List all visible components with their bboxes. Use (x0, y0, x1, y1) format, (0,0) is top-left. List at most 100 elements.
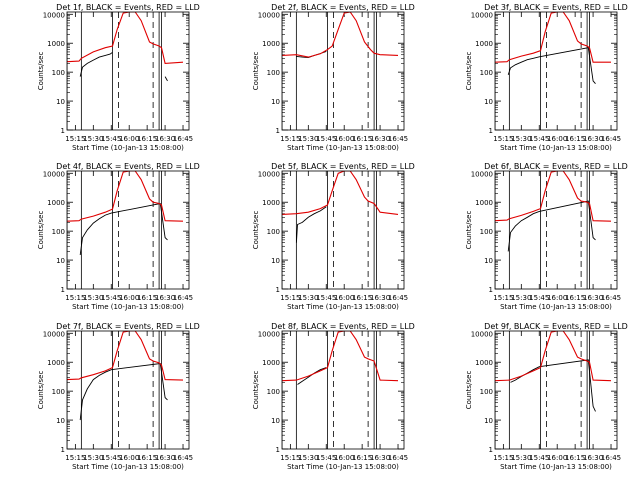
x-tick-label: 15:15 (65, 294, 85, 302)
y-axis-label: Counts/sec (465, 52, 473, 91)
plot-frame (66, 11, 190, 131)
x-axis-label: Start Time (10-Jan-13 15:08:00) (72, 144, 184, 152)
y-tick-label: 10000 (258, 170, 280, 178)
x-axis-label: Start Time (10-Jan-13 15:08:00) (72, 463, 184, 471)
events-series-line (79, 362, 168, 421)
panel-det-6f: Det 6f, BLACK = Events, RED = LLD 1 10 100 1… (465, 162, 628, 311)
panel-title: Det 9f, BLACK = Events, RED = LLD (484, 322, 628, 331)
x-axis-label: Start Time (10-Jan-13 15:08:00) (500, 303, 612, 311)
y-tick-label: 100 (480, 228, 493, 236)
y-tick-label: 1 (276, 127, 280, 135)
y-axis-label: Counts/sec (252, 52, 260, 91)
y-axis-label: Counts/sec (37, 52, 45, 91)
plot-frame (281, 330, 405, 450)
panel-title: Det 2f, BLACK = Events, RED = LLD (271, 3, 415, 12)
x-tick-label: 16:15 (565, 294, 585, 302)
panel-det-9f: Det 9f, BLACK = Events, RED = LLD 1 10 100 1… (465, 322, 628, 471)
series-group (67, 331, 184, 421)
y-tick-label: 1 (276, 446, 280, 454)
series-group (282, 12, 399, 58)
y-tick-label: 10 (484, 257, 493, 265)
y-axis-label: Counts/sec (37, 371, 45, 410)
y-tick-label: 1 (489, 127, 493, 135)
x-tick-label: 16:00 (334, 135, 354, 143)
y-axis-label: Counts/sec (252, 211, 260, 250)
y-tick-label: 1000 (47, 199, 65, 207)
series-group (495, 331, 612, 412)
y-tick-label: 10 (56, 257, 65, 265)
x-tick-label: 15:45 (529, 454, 549, 462)
lld-series-line (282, 171, 399, 215)
y-tick-label: 10000 (43, 170, 65, 178)
y-tick-label: 10000 (258, 11, 280, 19)
panel-title: Det 8f, BLACK = Events, RED = LLD (271, 322, 415, 331)
x-tick-label: 16:15 (352, 294, 372, 302)
x-tick-label: 15:30 (83, 454, 103, 462)
panel-title: Det 4f, BLACK = Events, RED = LLD (56, 162, 200, 171)
x-tick-label: 15:15 (65, 454, 85, 462)
lld-series-line (495, 171, 612, 222)
y-tick-label: 1000 (47, 40, 65, 48)
x-tick-label: 15:15 (65, 135, 85, 143)
y-tick-label: 10000 (471, 11, 493, 19)
x-tick-label: 15:45 (529, 135, 549, 143)
y-tick-label: 1000 (475, 359, 493, 367)
panel-title: Det 7f, BLACK = Events, RED = LLD (56, 322, 200, 331)
x-tick-label: 16:30 (583, 294, 603, 302)
marker-lines (67, 171, 162, 289)
y-tick-label: 1000 (262, 199, 280, 207)
x-tick-label: 15:45 (101, 135, 121, 143)
y-tick-label: 100 (267, 69, 280, 77)
series-group (67, 171, 184, 256)
x-tick-label: 16:00 (119, 294, 139, 302)
x-tick-label: 15:15 (280, 454, 300, 462)
y-tick-label: 1 (61, 127, 65, 135)
x-tick-label: 16:00 (119, 454, 139, 462)
plot-frame (494, 170, 618, 290)
y-axis-label: Counts/sec (465, 371, 473, 410)
events-series-line (507, 47, 596, 84)
x-axis-label: Start Time (10-Jan-13 15:08:00) (500, 144, 612, 152)
events-series-line (79, 52, 168, 82)
y-tick-label: 10 (56, 98, 65, 106)
x-tick-label: 16:00 (547, 454, 567, 462)
y-tick-label: 1000 (262, 40, 280, 48)
panel-det-4f: Det 4f, BLACK = Events, RED = LLD 1 10 100 1… (37, 162, 200, 311)
x-tick-label: 16:30 (370, 135, 390, 143)
plot-frame (281, 11, 405, 131)
x-tick-label: 16:15 (565, 135, 585, 143)
y-tick-label: 10000 (43, 11, 65, 19)
x-tick-label: 15:15 (493, 294, 513, 302)
y-tick-label: 10 (271, 98, 280, 106)
lld-series-line (495, 12, 611, 63)
panel-det-5f: Det 5f, BLACK = Events, RED = LLD 1 10 100 1… (252, 162, 415, 311)
y-tick-label: 100 (480, 69, 493, 77)
x-tick-label: 16:15 (352, 135, 372, 143)
plot-frame (66, 330, 190, 450)
y-tick-label: 100 (480, 388, 493, 396)
panel-title: Det 1f, BLACK = Events, RED = LLD (56, 3, 200, 12)
x-axis-label: Start Time (10-Jan-13 15:08:00) (72, 303, 184, 311)
x-tick-label: 15:45 (529, 294, 549, 302)
x-tick-label: 15:45 (101, 454, 121, 462)
marker-lines (495, 171, 590, 289)
events-series-line (510, 359, 596, 412)
x-tick-label: 16:00 (334, 454, 354, 462)
x-tick-label: 15:15 (280, 294, 300, 302)
series-group (67, 12, 184, 82)
marker-lines (282, 331, 377, 449)
x-tick-label: 16:45 (388, 294, 408, 302)
x-tick-label: 16:45 (388, 135, 408, 143)
lld-series-line (67, 171, 184, 222)
plot-frame (494, 330, 618, 450)
x-tick-label: 16:15 (137, 294, 157, 302)
x-tick-label: 15:45 (101, 294, 121, 302)
y-tick-label: 100 (52, 388, 65, 396)
x-tick-label: 16:45 (173, 135, 193, 143)
y-tick-label: 1 (61, 286, 65, 294)
events-series-line (79, 202, 168, 256)
x-tick-label: 16:30 (155, 294, 175, 302)
series-group (282, 331, 399, 385)
x-tick-label: 15:15 (280, 135, 300, 143)
